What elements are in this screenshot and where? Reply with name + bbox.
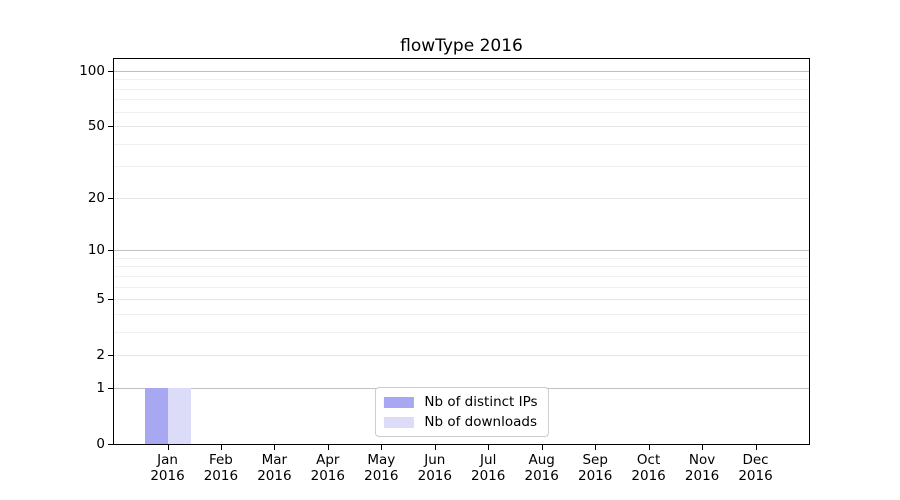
plot-area: Nb of distinct IPs Nb of downloads — [113, 58, 810, 445]
y-tick-label: 50 — [87, 118, 105, 135]
legend-label: Nb of downloads — [424, 414, 537, 430]
x-tick-mark — [434, 445, 436, 450]
gridline-60 — [114, 111, 809, 113]
x-tick-label: Jul 2016 — [471, 452, 506, 484]
gridline-70 — [114, 99, 809, 101]
x-tick-mark — [220, 445, 222, 450]
gridline-9 — [114, 257, 809, 259]
y-tick-label: 10 — [87, 242, 105, 259]
y-tick-label: 2 — [96, 347, 105, 364]
gridline-30 — [114, 166, 809, 168]
x-tick-label: Jun 2016 — [417, 452, 452, 484]
y-tick-mark — [108, 388, 113, 389]
gridline-3 — [114, 331, 809, 333]
gridline-5 — [114, 299, 809, 301]
y-tick-mark — [108, 444, 113, 445]
x-tick-mark — [702, 445, 704, 450]
gridline-8 — [114, 266, 809, 268]
x-tick-mark — [274, 445, 276, 450]
x-tick-label: Sep 2016 — [578, 452, 613, 484]
x-tick-mark — [488, 445, 490, 450]
bar-nb-of-downloads — [167, 388, 191, 444]
x-tick-label: Mar 2016 — [257, 452, 292, 484]
x-tick-label: Dec 2016 — [738, 452, 773, 484]
x-tick-label: Aug 2016 — [524, 452, 559, 484]
y-tick-mark — [108, 197, 113, 199]
y-tick-label: 0 — [96, 436, 105, 452]
chart-title: flowType 2016 — [400, 36, 523, 56]
x-tick-mark — [595, 445, 597, 450]
gridline-6 — [114, 286, 809, 288]
x-tick-label: Apr 2016 — [310, 452, 345, 484]
legend-item: Nb of distinct IPs — [383, 394, 538, 410]
y-tick-mark — [108, 299, 113, 301]
x-tick-mark — [648, 445, 650, 450]
legend: Nb of distinct IPs Nb of downloads — [374, 387, 549, 437]
y-tick-mark — [108, 126, 113, 128]
gridline-7 — [114, 275, 809, 277]
gridline-80 — [114, 88, 809, 90]
y-tick-label: 100 — [79, 62, 105, 79]
gridline-4 — [114, 313, 809, 315]
y-tick-mark — [108, 70, 113, 72]
x-tick-mark — [755, 445, 757, 450]
gridline-2 — [114, 355, 809, 357]
x-tick-label: Feb 2016 — [203, 452, 239, 484]
bar-nb-of-distinct-ips — [144, 388, 168, 444]
x-tick-mark — [327, 445, 329, 450]
gridline-10 — [114, 250, 809, 252]
legend-swatch-distinct-ips — [383, 396, 414, 408]
x-tick-label: Oct 2016 — [631, 452, 666, 484]
y-tick-mark — [108, 355, 113, 357]
gridline-100 — [114, 70, 809, 72]
legend-item: Nb of downloads — [383, 414, 537, 430]
y-tick-label: 20 — [87, 189, 105, 206]
y-tick-label: 1 — [96, 380, 105, 396]
x-tick-mark — [167, 445, 169, 450]
y-tick-mark — [108, 250, 113, 252]
x-tick-mark — [541, 445, 543, 450]
x-tick-label: May 2016 — [364, 452, 399, 484]
gridline-20 — [114, 197, 809, 199]
legend-swatch-downloads — [383, 416, 414, 428]
legend-label: Nb of distinct IPs — [424, 394, 538, 410]
gridline-50 — [114, 126, 809, 128]
x-tick-label: Jan 2016 — [150, 452, 185, 484]
gridline-40 — [114, 143, 809, 145]
y-tick-label: 5 — [96, 291, 105, 308]
x-tick-label: Nov 2016 — [684, 452, 720, 484]
x-tick-mark — [381, 445, 383, 450]
gridline-90 — [114, 79, 809, 81]
